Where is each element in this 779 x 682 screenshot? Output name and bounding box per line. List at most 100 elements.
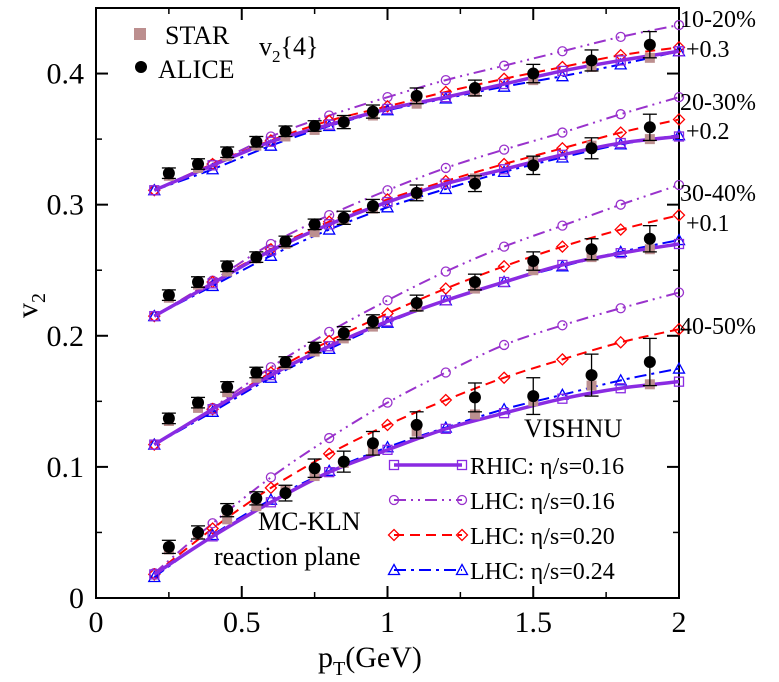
y-tick-label: 0.4 bbox=[47, 58, 85, 91]
model-marker-lhc_016 bbox=[265, 472, 277, 483]
model-marker-lhc_016 bbox=[673, 287, 685, 298]
model-marker-lhc_020 bbox=[614, 335, 628, 349]
model-marker-rhic_016 bbox=[498, 407, 510, 419]
offset-label-0.2: +0.2 bbox=[686, 119, 730, 145]
y-tick-label: 0.1 bbox=[47, 451, 85, 484]
star-point bbox=[222, 514, 233, 525]
model-marker-rhic_016 bbox=[207, 160, 218, 171]
y-tick-label: 0.2 bbox=[47, 320, 85, 353]
legend-marker-rhic_016 bbox=[388, 459, 400, 471]
model-marker-rhic_016 bbox=[265, 497, 277, 508]
alice-point bbox=[250, 492, 263, 505]
legend-marker-lhc_020 bbox=[455, 528, 469, 542]
model-marker-lhc_016 bbox=[440, 367, 451, 378]
model-marker-rhic_016 bbox=[440, 423, 451, 435]
model-marker-lhc_016 bbox=[673, 179, 685, 191]
alice-point bbox=[192, 396, 205, 409]
star-point bbox=[469, 409, 480, 420]
model-marker-lhc_020 bbox=[555, 240, 569, 254]
model-marker-lhc_016 bbox=[440, 266, 451, 277]
legend-alice-marker bbox=[135, 61, 147, 73]
alice-point bbox=[643, 356, 656, 368]
alice-point bbox=[366, 105, 379, 118]
model-marker-lhc_016 bbox=[382, 295, 393, 306]
alice-point bbox=[308, 218, 321, 231]
model-marker-rhic_016 bbox=[440, 92, 451, 103]
model-marker-lhc_016 bbox=[324, 210, 335, 221]
alice-point bbox=[410, 297, 423, 309]
model-marker-lhc_016 bbox=[498, 144, 510, 155]
axis-ticks: 0 0.5 1 1.5 2 0 0.1 0.2 0.3 0.4 bbox=[47, 7, 687, 639]
alice-point bbox=[410, 89, 423, 102]
model-marker-lhc_016 bbox=[324, 432, 335, 444]
legend-marker-lhc_024 bbox=[387, 563, 401, 576]
model-marker-rhic_016 bbox=[673, 238, 685, 250]
model-marker-lhc_020 bbox=[497, 259, 511, 273]
model-marker-rhic_016 bbox=[615, 383, 626, 394]
model-marker-lhc_020 bbox=[672, 208, 686, 222]
model-curve-lhc_020 bbox=[153, 328, 680, 576]
model-marker-lhc_020 bbox=[614, 223, 628, 236]
alice-point bbox=[308, 120, 321, 132]
model-marker-lhc_016 bbox=[615, 109, 626, 120]
x-axis-label-sub: T bbox=[333, 658, 345, 680]
model-legend: RHIC: η/s=0.16 LHC: η/s=0.16 LHC: η/s=0.20… bbox=[387, 454, 624, 585]
model-curve-rhic_016 bbox=[153, 379, 680, 576]
model-marker-rhic_016 bbox=[557, 259, 568, 271]
alice-point bbox=[221, 380, 234, 393]
alice-point bbox=[585, 54, 598, 67]
x-tick-label: 1.5 bbox=[515, 606, 553, 639]
alice-point bbox=[585, 369, 598, 382]
model-marker-lhc_016 bbox=[673, 92, 685, 103]
model-curve-lhc_016 bbox=[153, 184, 680, 446]
x-tick-label: 0.5 bbox=[223, 606, 261, 639]
model-marker-lhc_020 bbox=[381, 418, 394, 432]
alice-point bbox=[279, 356, 292, 368]
model-marker-lhc_016 bbox=[382, 397, 393, 408]
x-axis-label-unit: (GeV) bbox=[345, 641, 422, 674]
model-marker-rhic_016 bbox=[557, 393, 568, 404]
alice-point bbox=[468, 391, 481, 404]
model-marker-rhic_016 bbox=[498, 276, 510, 288]
model-marker-rhic_016 bbox=[673, 46, 685, 57]
model-curve-lhc_016 bbox=[153, 96, 680, 317]
alice-point bbox=[527, 159, 540, 172]
model-marker-rhic_016 bbox=[382, 196, 393, 208]
model-marker-rhic_016 bbox=[149, 185, 160, 196]
model-marker-rhic_016 bbox=[557, 149, 568, 160]
y-tick-label: 0.3 bbox=[47, 189, 85, 222]
model-marker-rhic_016 bbox=[382, 316, 393, 327]
model-marker-rhic_016 bbox=[673, 376, 685, 387]
model-marker-rhic_016 bbox=[382, 103, 393, 115]
data-points bbox=[161, 30, 657, 555]
model-marker-lhc_024 bbox=[672, 361, 686, 374]
centrality-label-40-50: 40-50% bbox=[680, 314, 756, 340]
x-tick-label: 2 bbox=[672, 606, 687, 639]
model-marker-rhic_016 bbox=[324, 119, 335, 130]
v2-4-annotation: v2{4} bbox=[259, 32, 318, 66]
model-marker-rhic_016 bbox=[440, 178, 451, 189]
alice-point bbox=[643, 38, 656, 51]
alice-point bbox=[221, 146, 234, 159]
model-marker-lhc_024 bbox=[264, 138, 278, 151]
legend-marker-lhc_020 bbox=[387, 528, 401, 542]
model-marker-rhic_016 bbox=[557, 65, 568, 77]
legend-label-lhc_024: LHC: η/s=0.24 bbox=[470, 559, 615, 585]
alice-point bbox=[250, 135, 263, 148]
y-tick-label: 0 bbox=[69, 582, 84, 615]
legend-label-rhic_016: RHIC: η/s=0.16 bbox=[470, 454, 624, 480]
x-tick-label: 1 bbox=[380, 606, 395, 639]
model-marker-lhc_016 bbox=[615, 303, 626, 314]
legend-star-marker bbox=[134, 28, 146, 40]
model-marker-lhc_020 bbox=[439, 393, 453, 407]
legend-label-lhc_016: LHC: η/s=0.16 bbox=[470, 489, 615, 515]
alice-point bbox=[192, 276, 205, 289]
model-marker-lhc_016 bbox=[498, 241, 510, 252]
alice-point bbox=[221, 260, 234, 273]
alice-point bbox=[337, 455, 350, 468]
model-marker-rhic_016 bbox=[207, 278, 218, 289]
alice-point bbox=[527, 390, 540, 403]
model-marker-rhic_016 bbox=[615, 137, 626, 149]
model-marker-rhic_016 bbox=[149, 439, 160, 450]
